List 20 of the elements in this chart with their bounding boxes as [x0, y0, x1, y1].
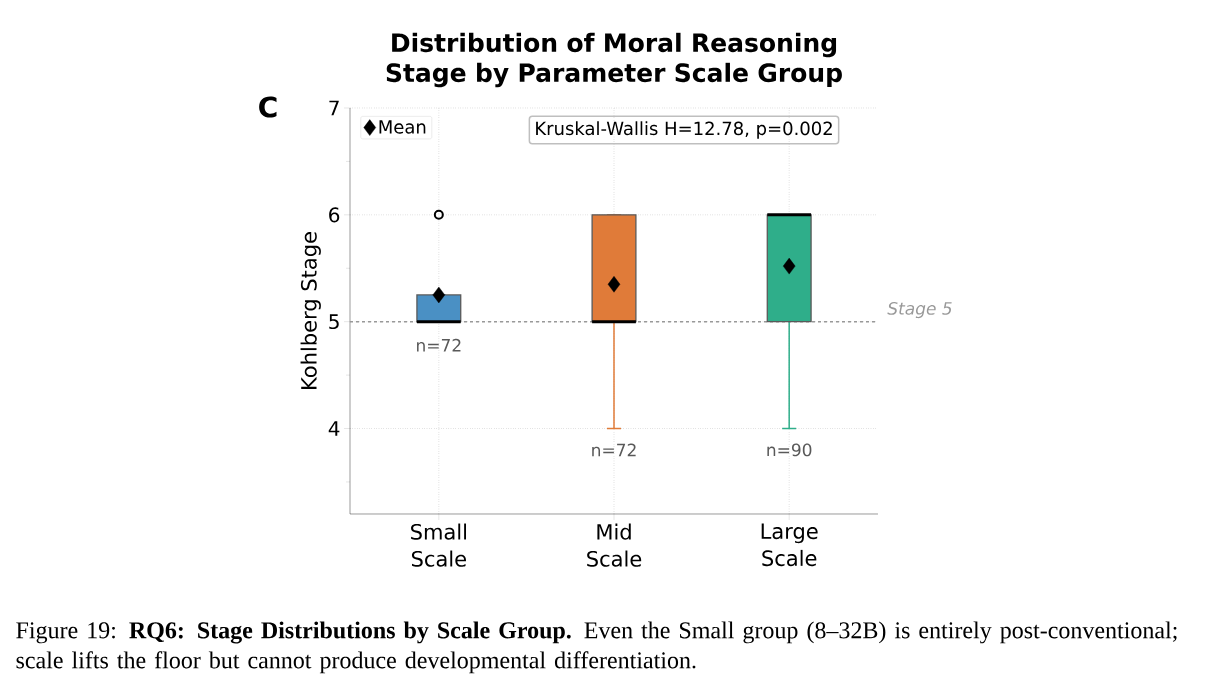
ref-line-label: Stage 5	[887, 301, 952, 319]
point	[782, 257, 796, 275]
caption: Figure 19: RQ6: Stage Distributions by Scale Group. Even the Small group (8–32B) is entirely post-conventional; scale lifts the floor but cannot produce developmental differentiation.	[16, 621, 1177, 674]
point	[607, 276, 621, 293]
y-tick-label: 6	[329, 207, 340, 223]
annotation: n=72	[417, 338, 461, 352]
chart-title: Distribution of Moral Reasoning Stage by Parameter Scale Group	[386, 32, 842, 88]
y-axis-title: Kohlberg Stage	[300, 232, 321, 389]
annotation: Kruskal-Wallis H=12.78, p=0.002	[536, 121, 832, 139]
y-tick-label: 4	[328, 421, 340, 436]
legend-label: Mean	[379, 120, 426, 134]
x-tick-label: Large Scale	[761, 523, 818, 567]
annotation: n=72	[592, 443, 636, 457]
x-tick-label: Mid Scale	[587, 523, 642, 567]
y-tick-label: 5	[329, 314, 339, 330]
x-tick-label: Small Scale	[411, 523, 467, 567]
point	[432, 286, 446, 304]
text: C	[259, 96, 277, 118]
y-tick-label: 7	[329, 100, 339, 116]
annotation: n=90	[767, 443, 812, 457]
